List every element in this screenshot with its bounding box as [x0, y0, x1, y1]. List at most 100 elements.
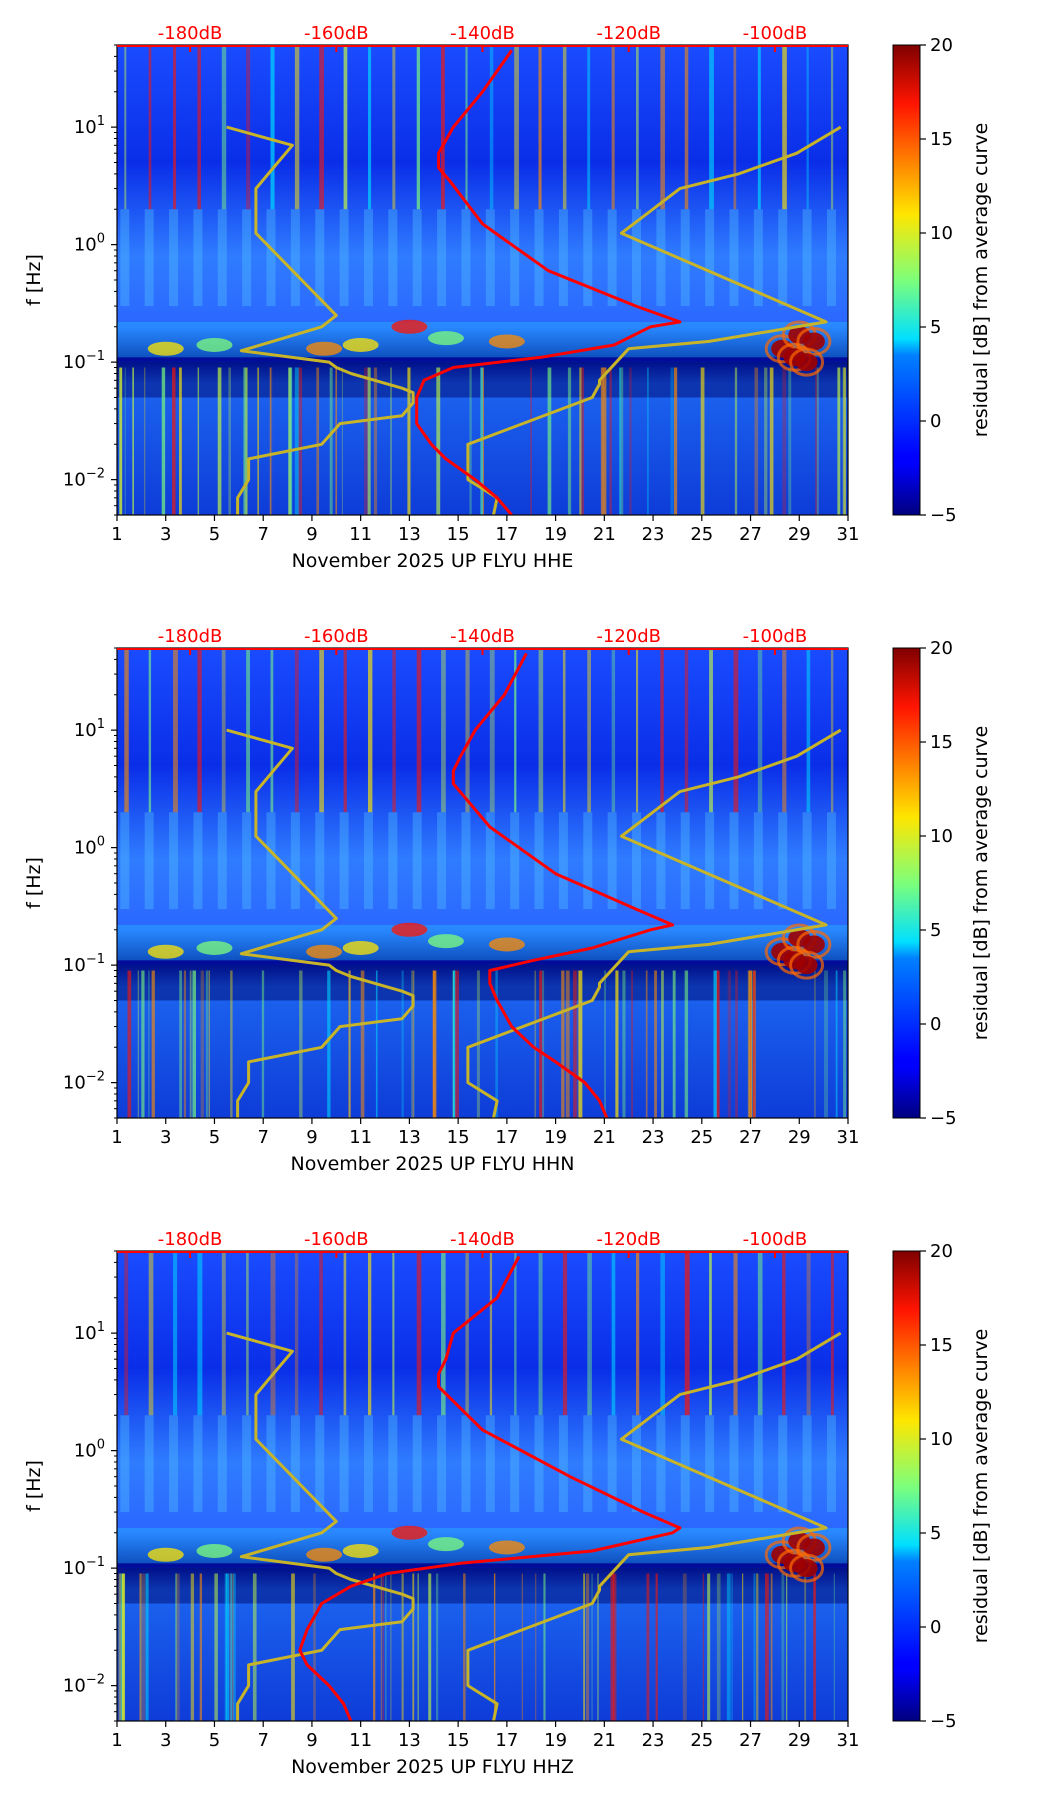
colorbar-tick-label: 20 — [930, 35, 953, 56]
x-tick-label: 31 — [837, 524, 860, 545]
lf-streak — [591, 1573, 593, 1721]
colorbar-tick-label: 5 — [930, 1523, 941, 1544]
day-stripe — [441, 1251, 446, 1416]
lf-streak — [252, 1573, 257, 1721]
x-tick-label: 31 — [837, 1730, 860, 1751]
day-stripe — [197, 1251, 203, 1416]
noise-model-curve — [466, 125, 842, 515]
day-stripe — [246, 45, 251, 210]
microseism-spot — [488, 937, 525, 952]
x-tick-label: 27 — [739, 524, 762, 545]
x-tick-label: 21 — [593, 1730, 616, 1751]
y-tick-exponent: −2 — [86, 467, 105, 482]
day-stripe — [806, 648, 811, 813]
day-plume — [632, 209, 642, 307]
day-stripe — [489, 1251, 493, 1416]
day-plume — [753, 1415, 763, 1513]
day-stripe — [830, 1251, 834, 1416]
day-stripe — [611, 1251, 616, 1416]
lf-streak — [753, 1573, 756, 1721]
day-stripe — [221, 45, 227, 210]
y-tick-exponent: 1 — [97, 114, 105, 129]
lf-streak — [455, 970, 459, 1118]
lf-streak — [716, 970, 720, 1118]
lf-streak — [139, 1573, 142, 1721]
x-tick-label: 19 — [544, 524, 567, 545]
day-plume — [534, 209, 544, 307]
day-stripe — [611, 648, 616, 813]
day-plume — [558, 1415, 568, 1513]
db-tick-label: -140dB — [450, 1229, 515, 1250]
day-plume — [534, 1415, 544, 1513]
lf-streak — [208, 970, 210, 1118]
lf-streak — [654, 970, 657, 1118]
lf-streak — [189, 970, 192, 1118]
lf-streak — [183, 970, 187, 1118]
day-stripe — [124, 45, 127, 210]
day-plume — [607, 209, 617, 307]
day-stripe — [636, 45, 639, 210]
microseism-spot — [427, 934, 464, 949]
lf-streak — [261, 970, 265, 1118]
day-plume — [510, 209, 520, 307]
lf-streak — [603, 367, 607, 515]
day-stripe — [367, 1251, 372, 1416]
lf-streak — [327, 970, 331, 1118]
day-plume — [363, 1415, 373, 1513]
day-stripe — [197, 648, 202, 813]
low-band — [117, 965, 848, 1001]
lf-streak — [824, 970, 829, 1118]
x-tick-label: 21 — [593, 524, 616, 545]
lf-streak — [217, 367, 222, 515]
day-stripe — [514, 648, 517, 813]
lf-streak — [629, 367, 632, 515]
day-plume — [169, 812, 179, 910]
day-plume — [315, 209, 325, 307]
colorbar — [892, 647, 921, 1119]
lf-streak — [299, 970, 303, 1118]
x-tick-label: 7 — [257, 1730, 268, 1751]
day-stripe — [806, 1251, 811, 1416]
db-tick-label: -160dB — [304, 1229, 369, 1250]
storm-halo — [796, 1532, 832, 1562]
day-stripe — [514, 1251, 517, 1416]
day-plume — [826, 209, 836, 307]
day-stripe — [757, 45, 761, 210]
day-stripe — [416, 45, 420, 210]
day-stripe — [684, 648, 689, 813]
day-stripe — [294, 648, 299, 813]
lf-streak — [521, 1573, 523, 1721]
day-stripe — [709, 648, 713, 813]
x-tick-label: 3 — [160, 524, 171, 545]
day-stripe — [173, 648, 178, 813]
lf-streak — [432, 970, 437, 1118]
day-plume — [412, 812, 422, 910]
day-stripe — [173, 45, 177, 210]
day-stripe — [538, 1251, 543, 1416]
x-tick-label: 5 — [209, 1127, 220, 1148]
day-stripe — [660, 648, 664, 813]
day-stripe — [733, 648, 739, 813]
day-stripe — [587, 1251, 592, 1416]
y-tick-base: 10 — [63, 470, 86, 491]
x-tick-label: 15 — [447, 524, 470, 545]
y-tick-label: 100 — [74, 1438, 105, 1462]
lf-streak — [225, 1573, 230, 1721]
x-tick-label: 23 — [642, 524, 665, 545]
mean-psd-curve — [298, 1255, 682, 1721]
lf-streak — [539, 970, 543, 1118]
x-tick-label: 11 — [349, 524, 372, 545]
day-plume — [607, 812, 617, 910]
day-stripe — [757, 648, 763, 813]
noise-model-curve — [226, 125, 415, 515]
y-tick-base: 10 — [63, 955, 86, 976]
colorbar-tick-label: −5 — [930, 1711, 957, 1732]
y-tick-label: 10−1 — [63, 1555, 105, 1579]
lf-streak — [384, 1573, 387, 1721]
db-tick-label: -140dB — [450, 23, 515, 44]
day-stripe — [514, 45, 519, 210]
y-tick-label: 100 — [74, 835, 105, 859]
day-stripe — [173, 1251, 178, 1416]
x-tick-label: 21 — [593, 1127, 616, 1148]
day-plume — [193, 209, 203, 307]
